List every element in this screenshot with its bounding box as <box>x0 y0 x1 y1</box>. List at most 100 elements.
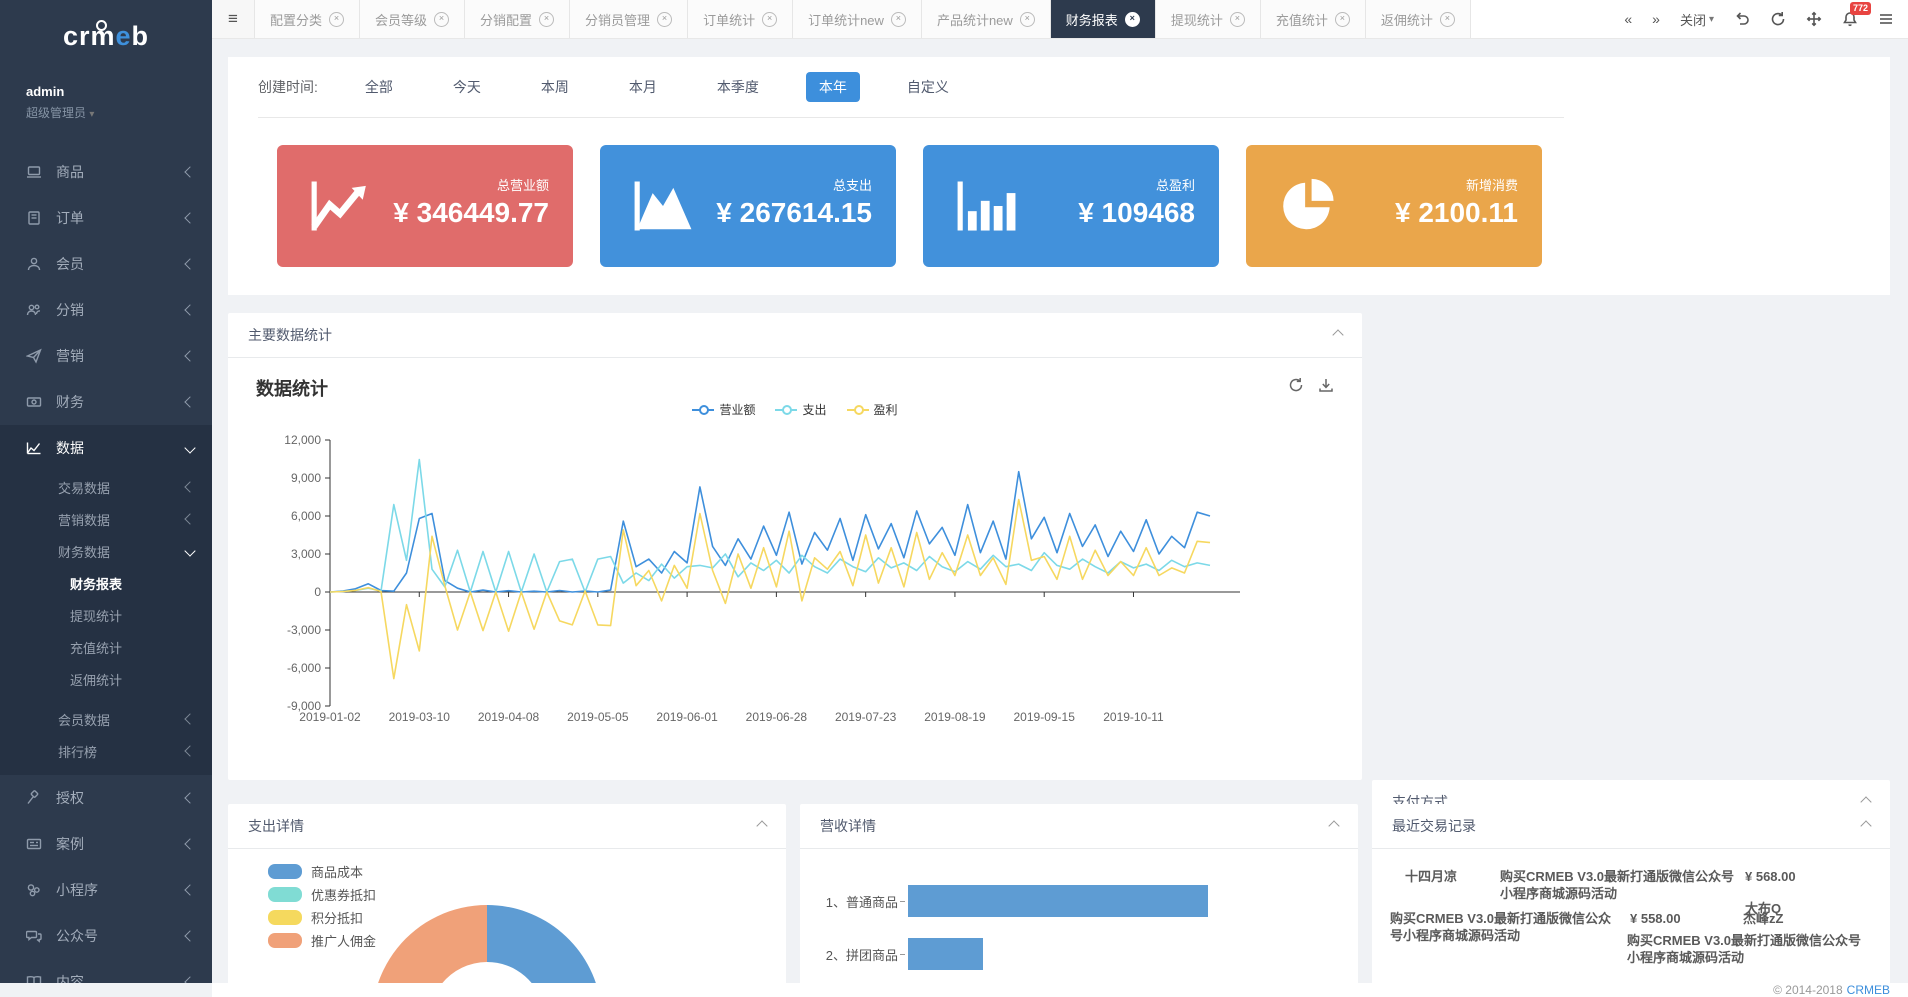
legend-item-profit[interactable]: 盈利 <box>846 401 898 418</box>
collapse-panel-icon[interactable] <box>1860 820 1872 832</box>
filter-and-stats-card: 创建时间: 全部 今天 本周 本月 本季度 本年 自定义 总营业额 ¥ 3464… <box>228 57 1890 295</box>
close-icon[interactable]: × <box>762 11 778 27</box>
crmeb-logo[interactable]: crm e b <box>0 0 212 72</box>
sidebar-item-member-data[interactable]: 会员数据 <box>0 703 212 735</box>
tab-recharge-stats[interactable]: 充值统计 × <box>1260 0 1366 38</box>
sidebar-item-finance[interactable]: 财务 <box>0 379 212 425</box>
sidebar-item-marketing[interactable]: 营销 <box>0 333 212 379</box>
panel-title: 主要数据统计 <box>248 327 332 343</box>
close-icon[interactable]: × <box>434 11 450 27</box>
svg-text:2019-05-05: 2019-05-05 <box>567 710 629 724</box>
cubes-icon <box>27 884 40 897</box>
stat-label: 总支出 <box>832 178 872 193</box>
scroll-tabs-left-button[interactable]: « <box>1624 11 1633 27</box>
user-role-dropdown[interactable]: 超级管理员 ▾ <box>26 106 95 120</box>
chevron-left-icon <box>184 258 196 270</box>
bar-chart-icon <box>957 181 1016 231</box>
recent-transactions-panel: 最近交易记录 十四月凉 购买CRMEB V3.0最新打通版微信公众号小程序商城源… <box>1372 804 1890 968</box>
bar-normal-goods <box>908 885 1208 917</box>
scroll-tabs-right-button[interactable]: » <box>1652 11 1660 27</box>
tab-order-stats[interactable]: 订单统计 × <box>688 0 794 38</box>
page-footer: © 2014-2018 CRMEB <box>212 983 1908 997</box>
filter-option-today[interactable]: 今天 <box>452 79 481 95</box>
sidebar-item-orders[interactable]: 订单 <box>0 195 212 241</box>
filter-option-year[interactable]: 本年 <box>805 72 860 102</box>
filter-option-month[interactable]: 本月 <box>628 79 657 95</box>
tab-rebate-stats[interactable]: 返佣统计 × <box>1365 0 1471 38</box>
tab-distributor-manage[interactable]: 分销员管理 × <box>570 0 689 38</box>
tab-withdraw-stats[interactable]: 提现统计 × <box>1155 0 1261 38</box>
legend-item-points-deduction[interactable]: 积分抵扣 <box>268 906 376 929</box>
filter-option-quarter[interactable]: 本季度 <box>716 79 759 95</box>
svg-text:0: 0 <box>314 585 321 599</box>
collapse-panel-icon[interactable] <box>1328 820 1340 832</box>
sidebar-item-distribution[interactable]: 分销 <box>0 287 212 333</box>
gavel-icon <box>27 790 39 804</box>
filter-option-all[interactable]: 全部 <box>364 79 393 95</box>
sidebar-item-rebate-stats[interactable]: 返佣统计 <box>70 672 123 688</box>
reload-chart-icon[interactable] <box>1288 377 1304 393</box>
sidebar-item-recharge-stats[interactable]: 充值统计 <box>70 640 123 656</box>
notifications-button[interactable]: 772 <box>1842 2 1872 27</box>
sidebar-item-data[interactable]: 数据 <box>0 425 212 471</box>
sidebar: crm e b admin 超级管理员 ▾ 商品 订单 会员 分销 <box>0 0 212 983</box>
legend-item-expense[interactable]: 支出 <box>775 401 827 418</box>
svg-text:9,000: 9,000 <box>291 471 321 485</box>
pie-chart-icon <box>1283 178 1334 230</box>
legend-line-icon <box>775 404 798 415</box>
close-icon[interactable]: × <box>1124 11 1140 27</box>
sidebar-item-goods[interactable]: 商品 <box>0 149 212 195</box>
legend-item-revenue[interactable]: 营业额 <box>692 401 755 418</box>
collapse-panel-icon[interactable] <box>756 820 768 832</box>
caret-down-icon: ▾ <box>1708 13 1714 25</box>
legend-item-coupon-deduction[interactable]: 优惠券抵扣 <box>268 883 376 906</box>
filter-option-custom[interactable]: 自定义 <box>906 79 949 95</box>
panel-header: 最近交易记录 <box>1372 804 1890 849</box>
sidebar-item-cases[interactable]: 案例 <box>0 821 212 867</box>
close-icon[interactable]: × <box>890 11 906 27</box>
legend-swatch <box>268 933 302 948</box>
download-chart-icon[interactable] <box>1318 377 1334 393</box>
legend-item-promoter-commission[interactable]: 推广人佣金 <box>268 929 376 952</box>
sidebar-item-trade-data[interactable]: 交易数据 <box>0 471 212 503</box>
tab-order-stats-new[interactable]: 订单统计new × <box>793 0 922 38</box>
close-icon[interactable]: × <box>1439 11 1455 27</box>
legend-item-goods-cost[interactable]: 商品成本 <box>268 860 376 883</box>
transaction-price: ¥ 558.00 <box>1630 911 1681 926</box>
trend-up-icon <box>311 181 366 231</box>
close-icon[interactable]: × <box>539 11 555 27</box>
close-icon[interactable]: × <box>1019 11 1035 27</box>
close-tabs-dropdown[interactable]: 关闭 ▾ <box>1679 12 1714 28</box>
close-icon[interactable]: × <box>1334 11 1350 27</box>
fullscreen-button[interactable] <box>1806 11 1822 27</box>
main-area: ≡ 配置分类 × 会员等级 × 分销配置 × 分销员管理 × 订单统计 × 订单统计new… <box>212 0 1908 997</box>
sidebar-item-authorization[interactable]: 授权 <box>0 775 212 821</box>
sidebar-item-miniprogram[interactable]: 小程序 <box>0 867 212 913</box>
message-list-button[interactable] <box>1878 11 1894 27</box>
tab-distribution-config[interactable]: 分销配置 × <box>465 0 571 38</box>
svg-text:3,000: 3,000 <box>291 547 321 561</box>
undo-button[interactable] <box>1734 11 1750 27</box>
collapse-panel-icon[interactable] <box>1332 329 1344 341</box>
sidebar-item-official-account[interactable]: 公众号 <box>0 913 212 959</box>
tab-finance-report[interactable]: 财务报表 × <box>1050 0 1156 38</box>
close-icon[interactable]: × <box>657 11 673 27</box>
sidebar-item-marketing-data[interactable]: 营销数据 <box>0 503 212 535</box>
tab-product-stats-new[interactable]: 产品统计new × <box>921 0 1051 38</box>
svg-text:2019-01-02: 2019-01-02 <box>299 710 361 724</box>
tab-member-level[interactable]: 会员等级 × <box>360 0 466 38</box>
close-icon[interactable]: × <box>1229 11 1245 27</box>
sidebar-item-withdraw-stats[interactable]: 提现统计 <box>70 608 123 624</box>
main-data-panel: 主要数据统计 数据统计 营业额 支出 盈利 12,000 9,000 6,000 3,… <box>228 313 1362 780</box>
sidebar-item-finance-data[interactable]: 财务数据 <box>0 535 212 567</box>
brand-link[interactable]: CRMEB <box>1846 983 1890 997</box>
sidebar-item-content[interactable]: 内容 <box>0 959 212 983</box>
close-icon[interactable]: × <box>329 11 345 27</box>
sidebar-item-finance-report[interactable]: 财务报表 <box>70 576 123 592</box>
filter-option-week[interactable]: 本周 <box>540 79 569 95</box>
refresh-button[interactable] <box>1770 11 1786 27</box>
menu-toggle-button[interactable]: ≡ <box>212 0 255 38</box>
sidebar-item-ranking[interactable]: 排行榜 <box>0 735 212 767</box>
tab-config-category[interactable]: 配置分类 × <box>255 0 361 38</box>
sidebar-item-members[interactable]: 会员 <box>0 241 212 287</box>
